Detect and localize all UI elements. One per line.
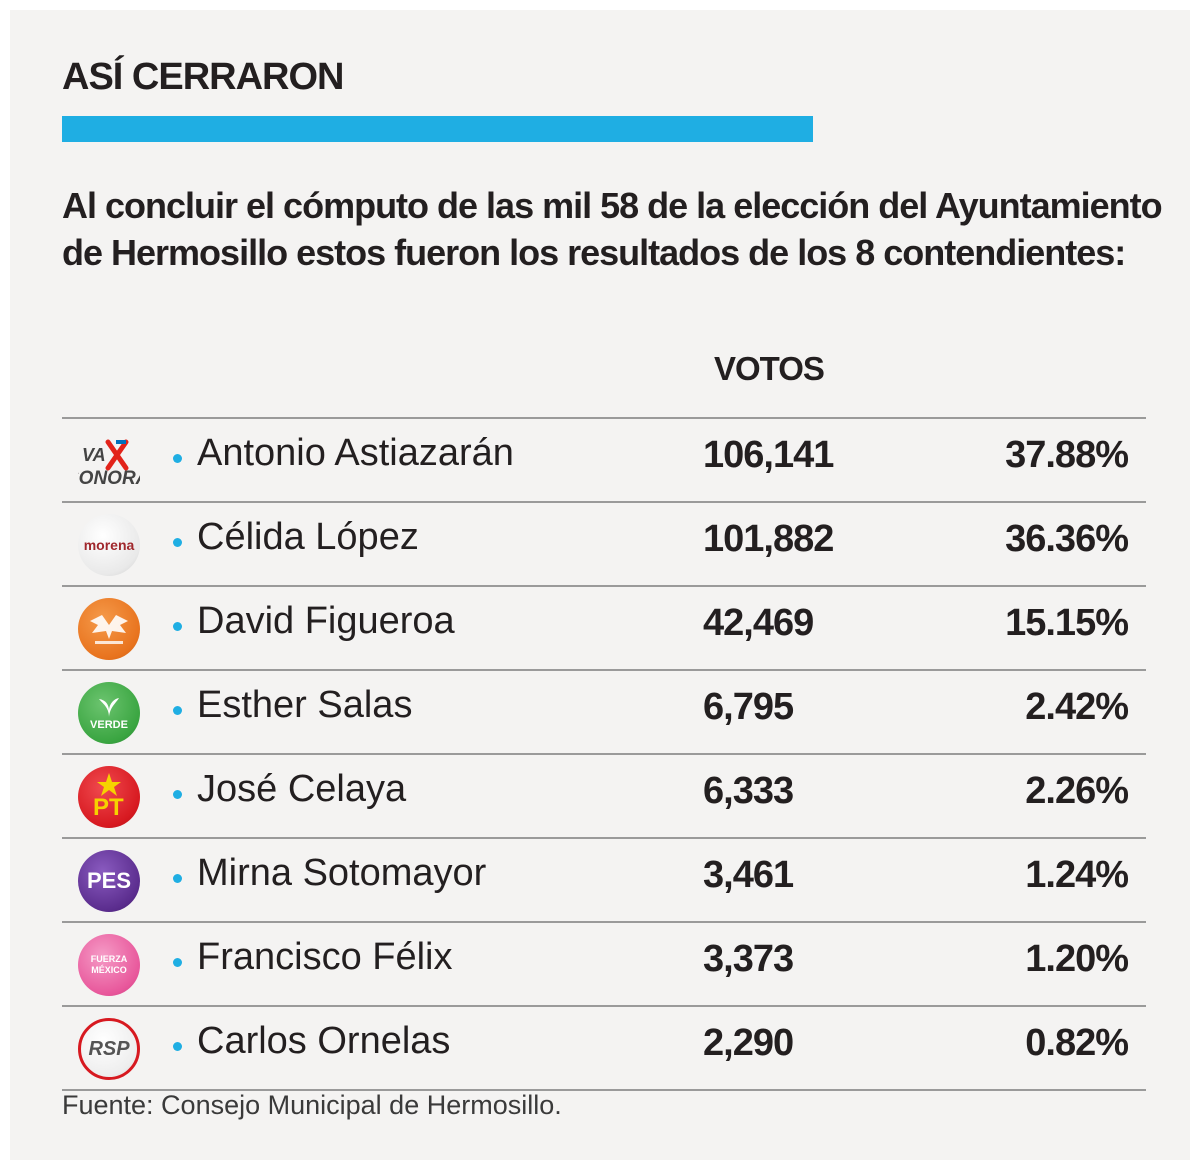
results-table: VA SONORA Antonio Astiazarán 106,141 37.… [62, 417, 1146, 1091]
movimiento-ciudadano-logo-icon [78, 598, 140, 660]
vote-count: 42,469 [703, 602, 814, 644]
vote-percent: 2.26% [1025, 770, 1129, 812]
vote-count: 3,373 [703, 938, 794, 980]
source-note: Fuente: Consejo Municipal de Hermosillo. [62, 1090, 562, 1120]
candidate-name: Francisco Félix [197, 936, 453, 978]
table-row: VA SONORA Antonio Astiazarán 106,141 37.… [62, 417, 1146, 501]
fuerza-mexico-logo-icon: FUERZA MÉXICO [78, 934, 140, 996]
vote-count: 3,461 [703, 854, 794, 896]
candidate-name: Carlos Ornelas [197, 1020, 451, 1062]
bullet-icon [173, 790, 182, 799]
va-x-sonora-logo-icon: VA SONORA [78, 430, 140, 492]
bullet-icon [173, 538, 182, 547]
bullet-icon [173, 706, 182, 715]
page-title: ASÍ CERRARON [62, 56, 344, 98]
pt-logo-icon: PT [78, 766, 140, 828]
vote-percent: 36.36% [1005, 518, 1129, 560]
candidate-name: Esther Salas [197, 684, 413, 726]
table-row: FUERZA MÉXICO Francisco Félix 3,373 1.20… [62, 921, 1146, 1005]
table-row: morena Célida López 101,882 36.36% [62, 501, 1146, 585]
svg-text:SONORA: SONORA [78, 468, 140, 489]
intro-text: Al concluir el cómputo de las mil 58 de … [62, 185, 1163, 273]
table-row: David Figueroa 42,469 15.15% [62, 585, 1146, 669]
vote-percent: 15.15% [1005, 602, 1129, 644]
vote-count: 106,141 [703, 434, 834, 476]
candidate-name: David Figueroa [197, 600, 455, 642]
bullet-icon [173, 1042, 182, 1051]
vote-percent: 0.82% [1025, 1022, 1129, 1064]
accent-bar [62, 116, 813, 142]
bullet-icon [173, 958, 182, 967]
svg-text:VA: VA [82, 445, 106, 465]
bullet-icon [173, 874, 182, 883]
vote-percent: 1.24% [1025, 854, 1129, 896]
candidate-name: Mirna Sotomayor [197, 852, 487, 894]
vote-percent: 37.88% [1005, 434, 1129, 476]
candidate-name: Célida López [197, 516, 419, 558]
candidate-name: Antonio Astiazarán [197, 432, 514, 474]
vote-percent: 1.20% [1025, 938, 1129, 980]
vote-percent: 2.42% [1025, 686, 1129, 728]
vote-count: 6,333 [703, 770, 794, 812]
table-row: VERDE Esther Salas 6,795 2.42% [62, 669, 1146, 753]
vote-count: 101,882 [703, 518, 834, 560]
pes-logo-icon: PES [78, 850, 140, 912]
rsp-logo-icon: RSP [78, 1018, 140, 1080]
table-row: PT José Celaya 6,333 2.26% [62, 753, 1146, 837]
candidate-name: José Celaya [197, 768, 407, 810]
svg-text:PT: PT [93, 794, 124, 821]
table-row: RSP Carlos Ornelas 2,290 0.82% [62, 1005, 1146, 1091]
partido-verde-logo-icon: VERDE [78, 682, 140, 744]
morena-logo-icon: morena [78, 514, 140, 576]
votes-column-header: VOTOS [714, 350, 825, 387]
table-row: PES Mirna Sotomayor 3,461 1.24% [62, 837, 1146, 921]
vote-count: 6,795 [703, 686, 794, 728]
bullet-icon [173, 622, 182, 631]
bullet-icon [173, 454, 182, 463]
vote-count: 2,290 [703, 1022, 794, 1064]
